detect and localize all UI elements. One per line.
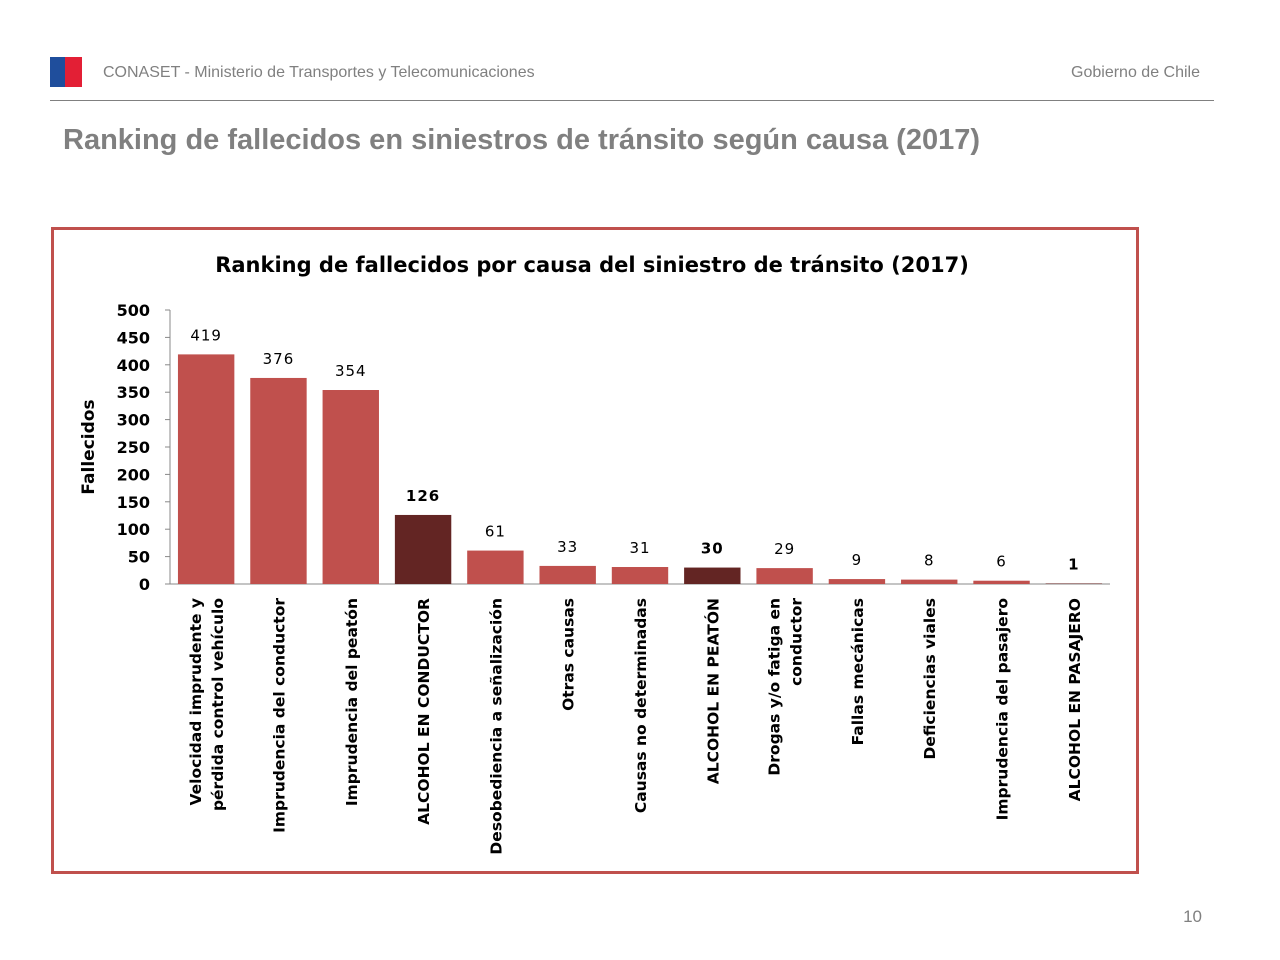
data-label: 419 xyxy=(190,326,222,344)
gobierno-logo xyxy=(50,57,82,87)
bar xyxy=(467,550,524,584)
data-label: 6 xyxy=(996,553,1007,571)
bar xyxy=(322,390,379,584)
bar xyxy=(1045,583,1103,584)
bar xyxy=(539,565,596,584)
slide-title: Ranking de fallecidos en siniestros de t… xyxy=(63,124,981,156)
data-label: 30 xyxy=(701,540,724,558)
category-label: Velocidad imprudente y xyxy=(187,598,205,805)
category-label: Imprudencia del peatón xyxy=(343,598,361,806)
category-label: Imprudencia del conductor xyxy=(270,598,288,833)
y-tick-label: 300 xyxy=(117,411,150,430)
category-label: Causas no determinadas xyxy=(632,598,650,813)
y-tick-label: 450 xyxy=(117,328,150,347)
bar xyxy=(611,567,669,584)
category-label: conductor xyxy=(788,598,806,686)
y-tick-label: 250 xyxy=(117,438,150,457)
chart-frame xyxy=(51,227,1139,874)
bar xyxy=(250,377,307,584)
category-label: pérdida control vehículo xyxy=(209,598,227,811)
y-tick-label: 200 xyxy=(117,465,150,484)
category-label: ALCOHOL EN PEATÓN xyxy=(703,598,722,784)
category-label: Fallas mecánicas xyxy=(849,598,867,745)
bar xyxy=(973,580,1030,584)
bar xyxy=(394,514,452,584)
data-label: 1 xyxy=(1068,555,1079,573)
chart-title: Ranking de fallecidos por causa del sini… xyxy=(215,253,969,277)
header-divider xyxy=(50,100,1214,101)
bar xyxy=(828,579,886,584)
gov-name: Gobierno de Chile xyxy=(1071,64,1200,81)
category-label: ALCOHOL EN CONDUCTOR xyxy=(415,598,433,825)
data-label: 61 xyxy=(485,523,506,541)
y-tick-label: 50 xyxy=(128,548,150,567)
data-label: 29 xyxy=(774,540,795,558)
category-label: ALCOHOL EN PASAJERO xyxy=(1066,598,1084,801)
y-tick-label: 350 xyxy=(117,383,150,402)
data-label: 8 xyxy=(924,552,935,570)
y-tick-label: 100 xyxy=(117,520,150,539)
category-label: Drogas y/o fatiga en xyxy=(766,598,784,776)
data-label: 9 xyxy=(852,551,863,569)
data-label: 354 xyxy=(335,362,367,380)
bar xyxy=(901,579,958,584)
bar xyxy=(756,568,813,584)
bar xyxy=(177,354,235,584)
y-tick-label: 500 xyxy=(117,301,150,320)
y-tick-label: 0 xyxy=(139,575,150,594)
page-number: 10 xyxy=(1183,907,1202,926)
bar xyxy=(684,567,741,584)
org-name: CONASET - Ministerio de Transportes y Te… xyxy=(103,64,535,81)
data-label: 33 xyxy=(557,538,578,556)
data-label: 31 xyxy=(629,539,650,557)
category-label: Deficiencias viales xyxy=(921,598,939,759)
category-label: Desobediencia a señalización xyxy=(487,598,505,855)
y-tick-label: 400 xyxy=(117,356,150,375)
category-label: Imprudencia del pasajero xyxy=(994,598,1012,820)
category-label: Otras causas xyxy=(560,598,578,711)
data-label: 376 xyxy=(263,350,295,368)
y-axis-label: Fallecidos xyxy=(79,399,99,494)
data-label: 126 xyxy=(406,487,440,505)
y-tick-label: 150 xyxy=(117,493,150,512)
